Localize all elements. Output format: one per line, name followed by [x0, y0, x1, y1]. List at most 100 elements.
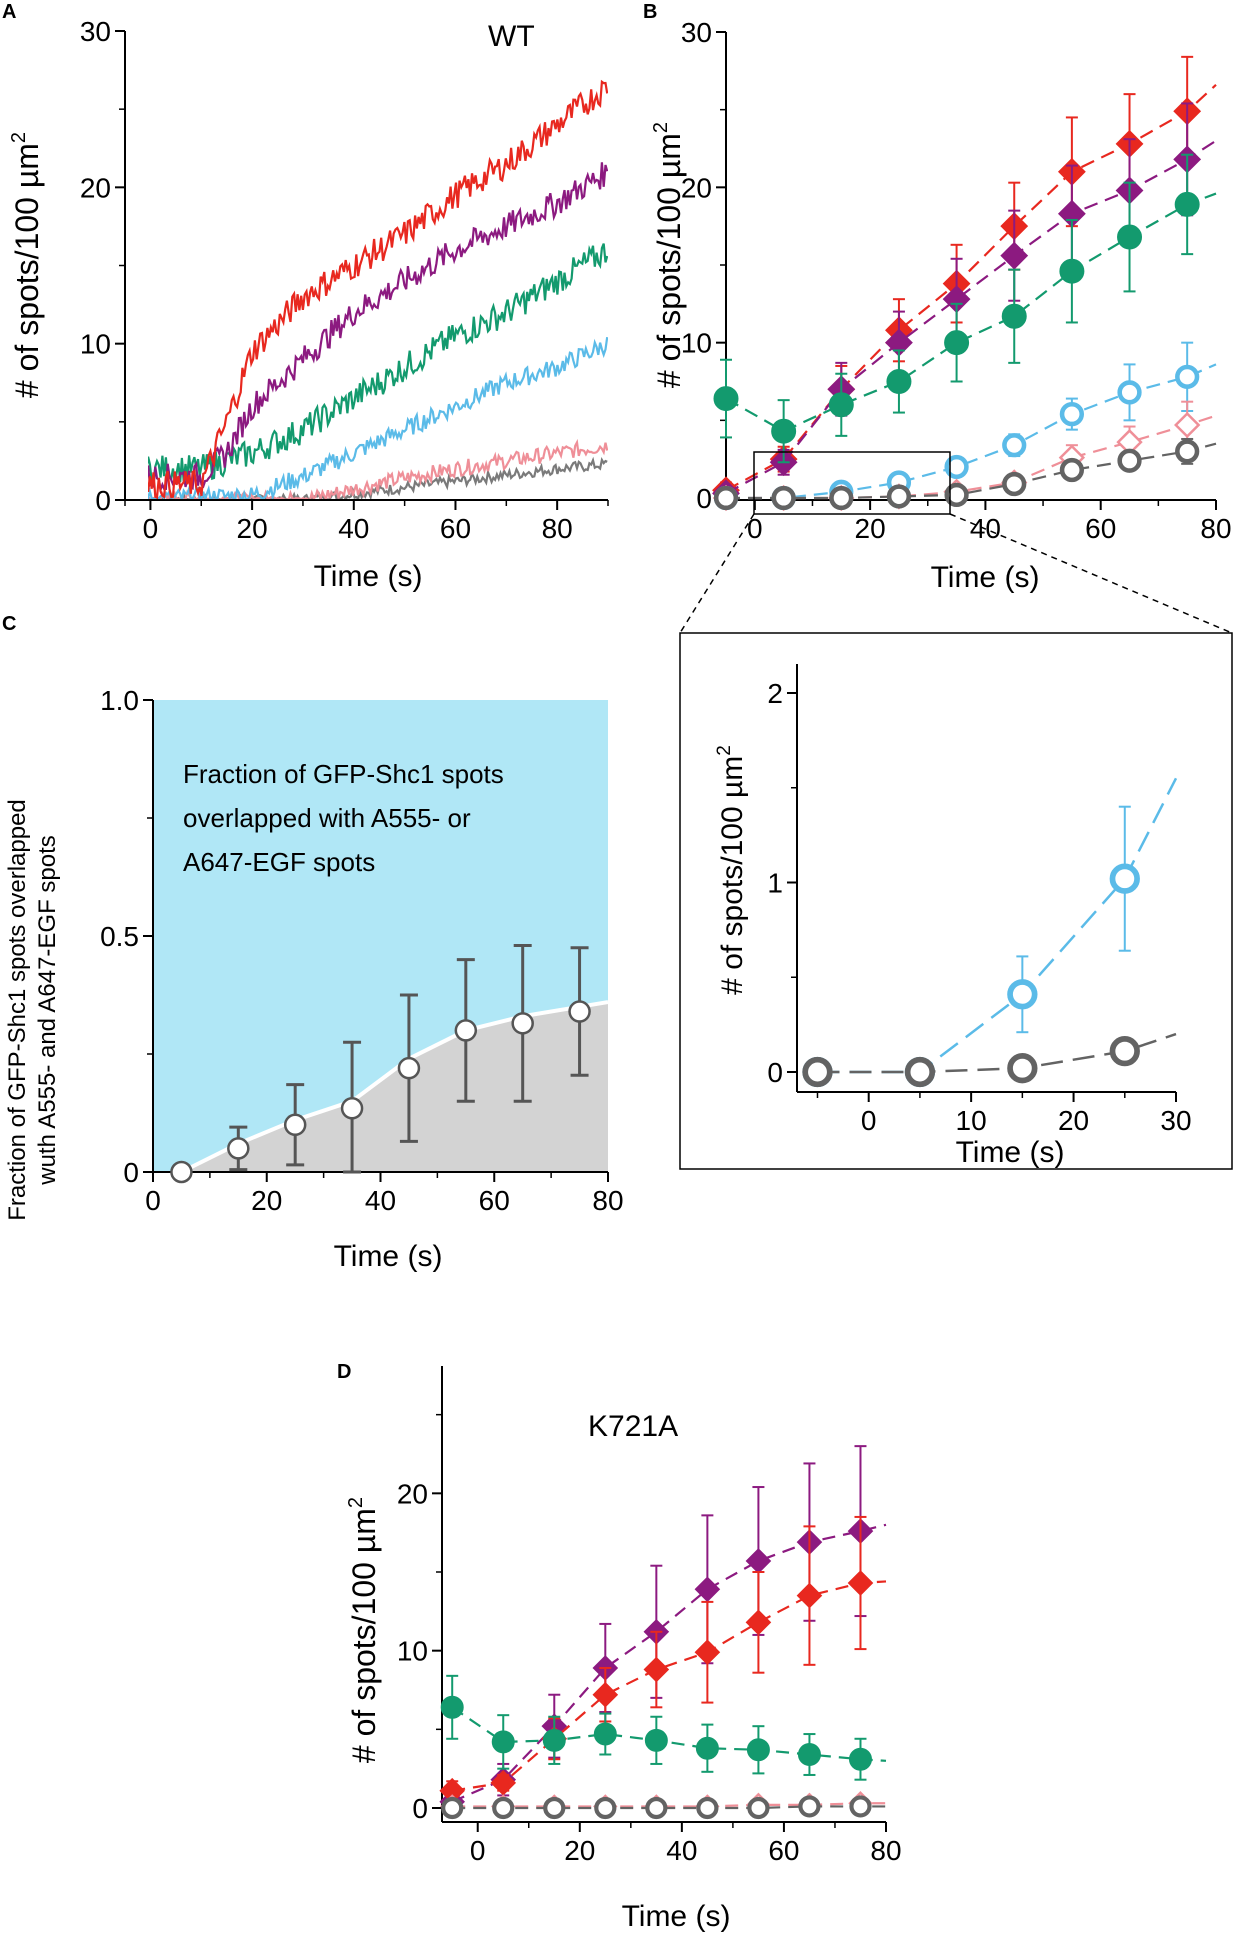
data-point-green: [542, 1728, 566, 1752]
y-tick-label: 30: [80, 16, 111, 47]
panel-b-zoom-box: [753, 451, 951, 515]
data-point-fraction: [283, 1113, 307, 1137]
y-tick-label: 2: [767, 678, 783, 709]
data-point-fraction: [340, 1097, 364, 1120]
data-point-gray: [829, 485, 854, 511]
x-tick-label: 60: [479, 1185, 510, 1216]
panel-b-x-label: Time (s): [931, 561, 1040, 594]
traces: [148, 79, 608, 500]
series-gray: [713, 437, 1217, 511]
data-point-gray: [849, 1795, 872, 1818]
x-tick-label: 0: [143, 513, 159, 544]
x-tick-label: 40: [666, 1835, 697, 1866]
data-point-fraction: [397, 1056, 421, 1080]
data-point-gray: [771, 485, 796, 511]
series-line-red: [452, 1580, 887, 1792]
x-tick-label: 80: [592, 1185, 623, 1216]
panel-a-y-label: # of spots/100 µm2: [8, 132, 45, 398]
panel-b-label: B: [643, 1, 657, 23]
inset-x-label: Time (s): [956, 1136, 1065, 1169]
y-tick-label: 20: [397, 1478, 428, 1509]
data-point-purple: [745, 1548, 772, 1574]
panel-d-title: K721A: [588, 1410, 678, 1443]
panel-c-y-label-line2: wuth A555- and A647-EGF spots: [34, 835, 61, 1186]
y-tick-label: 0: [123, 1157, 139, 1188]
series-line-red: [725, 84, 1217, 492]
panel-b-y-label-text: # of spots/100 µm: [651, 133, 687, 388]
data-point-lightblue: [1002, 433, 1027, 458]
data-point-gray: [1002, 471, 1027, 497]
x-tick-label: 80: [1200, 513, 1231, 544]
panel-b-y-label: # of spots/100 µm2: [650, 122, 687, 388]
inset-y-label-superscript: 2: [714, 745, 735, 756]
panel-a: A WT 0 10 20 30 0 20 40 60 80 Time (s) # of spot…: [2, 1, 609, 593]
data-point-gray: [594, 1796, 617, 1820]
data-point-gray: [1059, 457, 1085, 483]
panel-a-label: A: [2, 1, 16, 23]
data-point-fraction: [454, 1019, 478, 1042]
trace-purple: [148, 162, 608, 494]
data-point-green: [828, 392, 854, 418]
y-tick-label: 0.5: [100, 921, 139, 952]
panel-d-y-label-superscript: 2: [345, 1497, 367, 1508]
data-point-lightblue: [1007, 979, 1038, 1010]
data-point-red: [796, 1582, 823, 1609]
data-point-fraction: [227, 1137, 250, 1160]
y-tick-label: 20: [681, 172, 712, 203]
x-tick-label: 40: [365, 1185, 396, 1216]
data-point-lightblue: [1109, 863, 1140, 894]
x-tick-label: 20: [564, 1835, 595, 1866]
data-point-red: [592, 1681, 619, 1708]
data-point-green: [593, 1722, 617, 1746]
data-point-gray: [886, 484, 912, 509]
y-tick-label: 10: [80, 329, 111, 360]
panel-d-x-label: Time (s): [622, 1900, 731, 1933]
y-tick-label: 0: [696, 483, 712, 514]
data-point-purple: [1000, 241, 1029, 270]
x-tick-label: 0: [145, 1185, 161, 1216]
panel-c-plot: 0 0.5 1.0 0 20 40 60 80: [100, 685, 624, 1216]
panel-c-note-line3: A647-EGF spots: [183, 847, 375, 877]
y-tick-label: 0: [767, 1057, 783, 1088]
x-tick-label: 20: [855, 513, 886, 544]
series-line-gray: [452, 1805, 886, 1810]
x-tick-label: 80: [870, 1835, 901, 1866]
series-gray: [441, 1795, 886, 1820]
y-tick-label: 0: [95, 485, 111, 516]
data-point-red: [847, 1570, 874, 1596]
data-point-gray: [713, 485, 739, 511]
panel-c: C 0 0.5 1.0 0 20 40 60 80 Fraction of GFP-Shc1 …: [2, 613, 624, 1273]
data-point-green: [440, 1695, 464, 1719]
data-point-gray: [696, 1796, 719, 1820]
y-tick-label: 1.0: [100, 685, 139, 716]
data-point-gray: [904, 1056, 936, 1088]
data-point-lightblue: [1059, 401, 1085, 427]
x-tick-label: 60: [768, 1835, 799, 1866]
panel-c-x-label: Time (s): [334, 1240, 443, 1273]
data-point-red: [643, 1656, 670, 1683]
y-tick-label: 10: [681, 328, 712, 359]
data-point-gray: [1109, 1036, 1140, 1067]
series-line-lightblue: [726, 363, 1217, 500]
x-tick-label: 40: [338, 513, 369, 544]
trace-red: [148, 79, 608, 500]
x-tick-label: 10: [956, 1105, 987, 1136]
data-point-gray: [1117, 448, 1142, 473]
series-fraction: [170, 943, 591, 1184]
series-line-green: [451, 1706, 887, 1762]
data-point-red: [745, 1609, 772, 1636]
data-point-fraction: [170, 1160, 193, 1184]
data-point-lightblue: [1117, 380, 1142, 405]
data-point-green: [848, 1747, 872, 1771]
y-tick-label: 0: [412, 1793, 428, 1824]
trace-green: [148, 243, 608, 486]
panel-b-zoom-line-right: [949, 513, 1233, 634]
x-tick-label: 0: [861, 1105, 877, 1136]
x-tick-label: 60: [440, 513, 471, 544]
data-point-green: [1001, 303, 1027, 329]
panel-d: D K721A 0 10 20 0 20 40 60 80 Time (s) # of spo…: [337, 1361, 902, 1933]
